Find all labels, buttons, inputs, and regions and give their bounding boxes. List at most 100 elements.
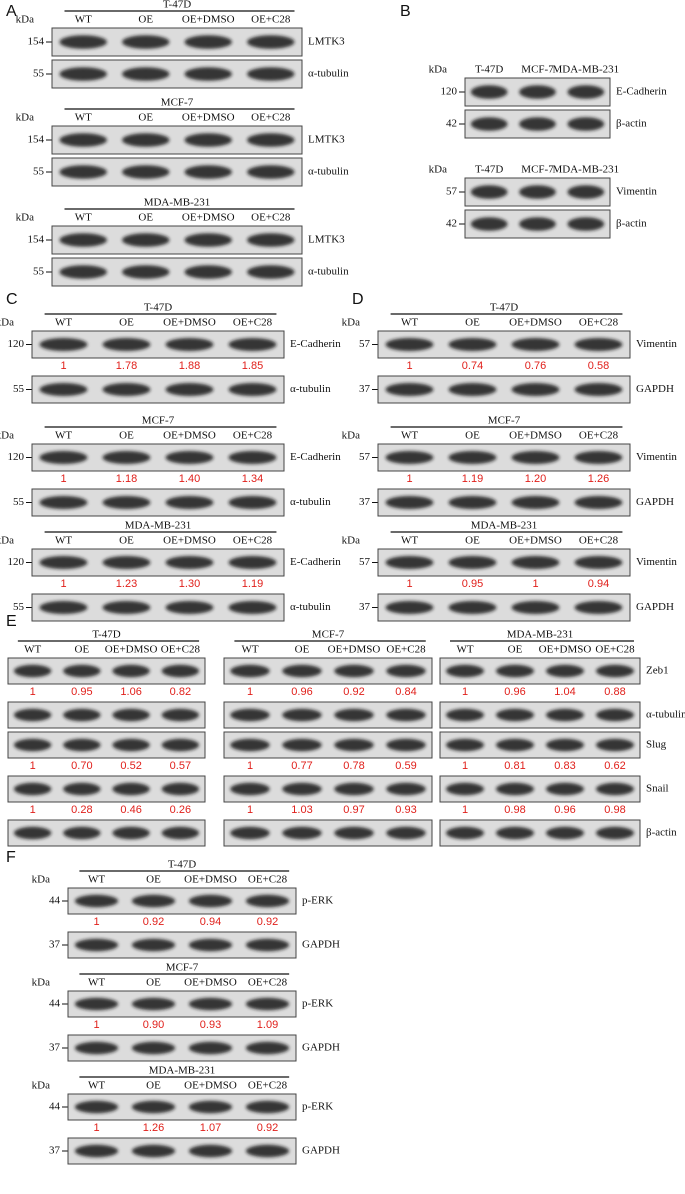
lane-label: OE+C28 — [233, 535, 273, 547]
lane-label: OE — [146, 977, 161, 989]
lane-label: OE+C28 — [233, 317, 273, 329]
quantification: 1 — [30, 686, 36, 698]
quantification: 1.06 — [120, 686, 141, 698]
lane-label: OE+C28 — [161, 644, 201, 656]
band — [74, 997, 119, 1011]
band — [282, 782, 322, 796]
protein-label: p-ERK — [302, 1101, 333, 1113]
band — [546, 826, 584, 840]
cell-line-label: MCF-7 — [488, 415, 521, 427]
size-marker: 37 — [49, 1145, 61, 1157]
band — [446, 664, 484, 678]
quantification: 0.78 — [343, 760, 364, 772]
band — [102, 383, 151, 396]
quantification: 1 — [462, 686, 468, 698]
quantification: 0.93 — [200, 1019, 221, 1031]
quantification: 0.77 — [291, 760, 312, 772]
lane-label: OE+DMSO — [184, 874, 237, 886]
band — [74, 1100, 119, 1114]
band — [102, 496, 151, 509]
band — [247, 233, 295, 247]
band — [122, 133, 170, 147]
protein-label: GAPDH — [302, 1145, 340, 1157]
size-marker: 42 — [446, 118, 457, 130]
band — [511, 496, 560, 509]
size-marker: 44 — [49, 1101, 61, 1113]
cell-line-label: T-47D — [168, 859, 196, 871]
band — [39, 601, 88, 614]
lane-label: WT — [88, 977, 105, 989]
band — [63, 708, 101, 722]
quantification: 0.92 — [257, 1122, 278, 1134]
band — [386, 738, 426, 752]
size-marker: 37 — [359, 496, 371, 508]
lane-label: OE+DMSO — [184, 1080, 237, 1092]
band — [188, 894, 233, 908]
protein-label: α-tubulin — [308, 68, 349, 80]
band — [39, 556, 88, 569]
band — [228, 601, 277, 614]
band — [567, 185, 605, 199]
lane-label: OE — [138, 14, 153, 26]
band — [334, 782, 374, 796]
kda-label: kDa — [429, 64, 447, 76]
quantification: 1.09 — [257, 1019, 278, 1031]
lane-label: WT — [401, 317, 418, 329]
band — [470, 85, 508, 99]
band — [13, 826, 52, 840]
quantification: 1.04 — [554, 686, 575, 698]
band — [63, 738, 101, 752]
quantification: 0.74 — [462, 360, 483, 372]
band — [131, 938, 176, 952]
protein-label: E-Cadherin — [290, 556, 341, 568]
size-marker: 120 — [441, 86, 458, 98]
quantification: 0.52 — [120, 760, 141, 772]
band — [282, 826, 322, 840]
band — [574, 601, 623, 614]
lane-label: WT — [456, 644, 473, 656]
size-marker: 154 — [28, 234, 45, 246]
quantification: 1.30 — [179, 578, 200, 590]
band — [230, 782, 270, 796]
band — [247, 133, 295, 147]
lane-label: WT — [241, 644, 258, 656]
lane-label: OE+DMSO — [184, 977, 237, 989]
size-marker: 37 — [49, 939, 61, 951]
band — [519, 85, 556, 99]
band — [102, 601, 151, 614]
band — [228, 496, 277, 509]
protein-label: α-tubulin — [308, 166, 349, 178]
lane-label: WT — [75, 112, 92, 124]
band — [519, 117, 556, 131]
lane-label: WT — [88, 1080, 105, 1092]
lane-label: OE+C28 — [248, 1080, 288, 1092]
band — [574, 338, 623, 351]
band — [230, 664, 270, 678]
quantification: 1.26 — [588, 473, 609, 485]
band — [13, 708, 52, 722]
lane-label: OE+DMSO — [539, 644, 592, 656]
band — [446, 782, 484, 796]
band — [448, 496, 497, 509]
band — [131, 997, 176, 1011]
band — [596, 664, 634, 678]
protein-label: E-Cadherin — [290, 451, 341, 463]
kda-label: kDa — [0, 535, 14, 547]
band — [161, 708, 200, 722]
quantification: 1.19 — [462, 473, 483, 485]
band — [59, 133, 107, 147]
band — [334, 738, 374, 752]
band — [39, 383, 88, 396]
band — [511, 556, 560, 569]
band — [228, 383, 277, 396]
quantification: 0.57 — [170, 760, 191, 772]
band — [122, 67, 170, 81]
band — [446, 738, 484, 752]
quantification: 1.19 — [242, 578, 263, 590]
band — [470, 217, 508, 231]
band — [245, 1144, 290, 1158]
band — [74, 894, 119, 908]
band — [74, 938, 119, 952]
band — [39, 496, 88, 509]
band — [511, 383, 560, 396]
